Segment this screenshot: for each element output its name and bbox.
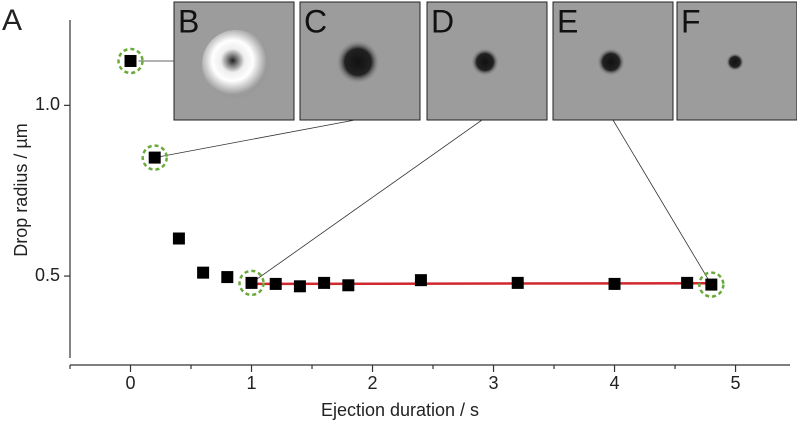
inset: C [299,1,421,121]
x-tick-label: 4 [610,373,620,393]
highlight-ring [698,271,725,298]
data-point [608,277,621,290]
droplet [336,40,380,84]
droplet [202,30,270,98]
data-point [245,276,258,289]
data-point [318,276,331,289]
inset: F [676,1,797,121]
data-point [705,278,718,291]
x-tick-label: 2 [368,373,378,393]
connector [251,119,483,284]
x-tick-label: 3 [489,373,499,393]
inset: E [552,1,674,121]
highlight-ring [117,47,144,75]
connector [154,119,356,158]
y-tick-label: 0.5 [35,265,60,285]
data-point [269,277,282,290]
inset: B [173,1,295,121]
y-axis-label: Drop radius / µm [11,123,31,256]
data-point [681,276,694,289]
x-tick-label: 1 [247,373,257,393]
x-tick-label: 0 [125,373,135,393]
highlight-ring [141,144,168,171]
data-point [124,54,137,67]
data-point [197,266,210,279]
droplet [471,48,499,76]
data-point [414,274,427,287]
highlight-ring [238,269,265,297]
data-point [511,276,524,289]
data-point [148,151,161,164]
inset-label: F [681,3,701,39]
panel-label: A [2,4,22,37]
inset-label: C [304,3,327,39]
connector [612,119,712,285]
data-point [221,271,234,284]
inset-label: B [178,3,199,39]
inset: D [426,1,548,121]
inset-label: E [557,3,578,39]
droplet [726,53,744,71]
inset-label: D [431,3,454,39]
data-point [342,279,355,292]
data-point [293,280,306,293]
y-tick-label: 1.0 [35,94,60,114]
droplet [597,48,625,76]
data-point [172,232,185,245]
x-tick-label: 5 [731,373,741,393]
x-axis-label: Ejection duration / s [321,400,479,420]
